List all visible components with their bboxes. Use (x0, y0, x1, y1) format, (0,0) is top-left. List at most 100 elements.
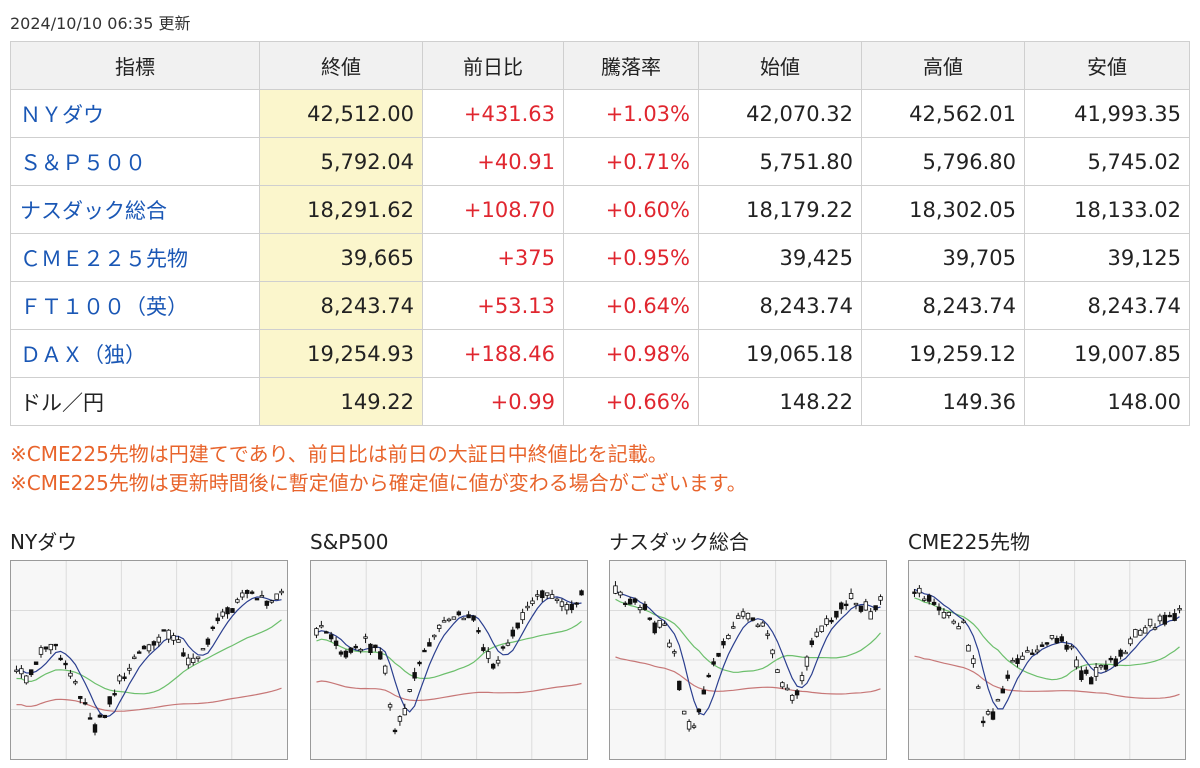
candle (868, 608, 873, 620)
candle (136, 650, 142, 654)
candle (422, 648, 427, 653)
candle (985, 709, 991, 716)
close-value-cell: 42,512.00 (259, 89, 423, 138)
index-link[interactable]: ＦＴ１００（英） (20, 294, 188, 319)
change-value-cell: +40.91 (422, 137, 564, 186)
low-value-cell: 148.00 (1024, 377, 1190, 426)
candle (510, 626, 516, 639)
candle (314, 627, 319, 639)
candle (1084, 666, 1089, 676)
candle (112, 689, 117, 697)
candle (878, 594, 883, 605)
candle (1128, 636, 1133, 647)
candle (397, 715, 403, 726)
candle (785, 684, 790, 691)
candlestick-chart[interactable] (609, 560, 887, 760)
table-row: ＮＹダウ 42,512.00 +431.63 +1.03% 42,070.32 42,56… (10, 89, 1190, 138)
index-link[interactable]: ＣＭＥ２２５先物 (20, 246, 188, 271)
ma-mid-line (615, 598, 881, 673)
candle (24, 675, 29, 685)
candle (1049, 635, 1055, 641)
index-link[interactable]: Ｓ＆Ｐ５００ (20, 150, 146, 175)
candle (1177, 605, 1182, 614)
candle (569, 600, 574, 614)
candle (235, 597, 240, 604)
candle (1074, 656, 1079, 670)
change-value-cell: +108.70 (422, 185, 564, 234)
candle (799, 671, 805, 685)
open-value-cell: 8,243.74 (698, 281, 862, 330)
chart-ny-dow[interactable]: NYダウ (10, 528, 288, 760)
index-link[interactable]: ＤＡＸ（独） (20, 342, 146, 367)
candle (495, 656, 501, 667)
candlestick-chart[interactable] (310, 560, 588, 760)
index-link[interactable]: ＮＹダウ (20, 102, 104, 127)
candle (319, 620, 324, 629)
candle (618, 590, 623, 599)
candlestick-chart[interactable] (10, 560, 288, 760)
low-value-cell: 39,125 (1024, 233, 1190, 282)
candle (190, 653, 196, 666)
candle (637, 604, 643, 614)
candle (195, 656, 201, 662)
candlestick-chart[interactable] (908, 560, 1186, 760)
close-value-cell: 19,254.93 (259, 329, 423, 378)
candle (456, 610, 462, 617)
candle (711, 657, 716, 667)
candle (804, 655, 810, 671)
candle (721, 638, 726, 649)
pct-value-cell: +0.95% (563, 233, 699, 282)
chart-svg (11, 561, 287, 759)
candle (427, 638, 432, 647)
candle (1118, 648, 1123, 660)
index-link[interactable]: ナスダック総合 (20, 198, 167, 223)
ma-short-line (16, 596, 282, 718)
candle (535, 590, 540, 601)
candle (1123, 649, 1128, 655)
candle (750, 617, 756, 622)
candle (917, 585, 922, 598)
chart-nasdaq[interactable]: ナスダック総合 (609, 528, 887, 760)
candle (956, 622, 961, 630)
candle (873, 605, 878, 612)
candle (373, 644, 378, 652)
candle (549, 589, 555, 599)
candle (82, 698, 88, 706)
candle (14, 665, 19, 674)
candle (68, 669, 73, 679)
candle (951, 619, 956, 625)
candle (146, 643, 152, 654)
candle (73, 679, 78, 686)
candle (392, 728, 398, 735)
ma-long-line (316, 680, 582, 702)
close-value-cell: 39,665 (259, 233, 423, 282)
ma-mid-line (16, 619, 282, 695)
candle (681, 710, 687, 715)
chart-title: S&P500 (310, 530, 389, 554)
high-value-cell: 5,796.80 (861, 137, 1025, 186)
candle (78, 695, 83, 704)
candle (1030, 649, 1035, 655)
low-value-cell: 41,993.35 (1024, 89, 1190, 138)
chart-sp500[interactable]: S&P500 (310, 528, 588, 760)
notes: ※CME225先物は円建てであり、前日比は前日の大証日中終値比を記載。 ※CME… (10, 440, 747, 498)
high-value-cell: 18,302.05 (861, 185, 1025, 234)
candle (225, 606, 230, 619)
candle (348, 647, 354, 655)
candle (544, 592, 550, 600)
candle (926, 593, 932, 605)
table-row: ドル／円 149.22 +0.99 +0.66% 148.22 149.36 148.00 (10, 377, 1190, 426)
note-line: ※CME225先物は円建てであり、前日比は前日の大証日中終値比を記載。 (10, 442, 668, 466)
candle (946, 611, 952, 619)
chart-cme225[interactable]: CME225先物 (908, 528, 1186, 760)
pct-value-cell: +1.03% (563, 89, 699, 138)
candle (451, 616, 457, 620)
candle (1010, 657, 1015, 663)
pct-value-cell: +0.60% (563, 185, 699, 234)
candle (333, 636, 339, 650)
candle (760, 621, 765, 628)
candle (220, 608, 225, 619)
candle (328, 631, 334, 642)
candle (102, 714, 108, 719)
candle (240, 589, 245, 601)
